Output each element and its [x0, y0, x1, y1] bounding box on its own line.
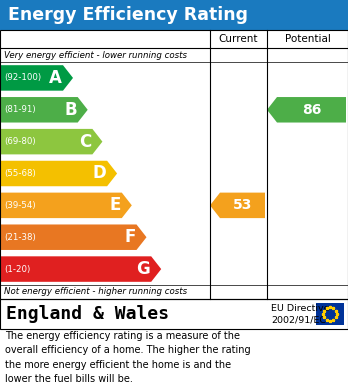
Polygon shape: [0, 65, 73, 91]
Text: F: F: [124, 228, 135, 246]
Text: Not energy efficient - higher running costs: Not energy efficient - higher running co…: [4, 287, 187, 296]
Text: (69-80): (69-80): [4, 137, 35, 146]
Text: 86: 86: [302, 103, 321, 117]
Text: England & Wales: England & Wales: [6, 305, 169, 323]
Polygon shape: [0, 224, 147, 250]
Text: E: E: [109, 196, 121, 214]
Text: B: B: [64, 101, 77, 119]
Bar: [316, 303, 344, 325]
Polygon shape: [0, 161, 117, 186]
Text: (92-100): (92-100): [4, 74, 41, 83]
Text: (81-91): (81-91): [4, 105, 35, 114]
Text: A: A: [49, 69, 62, 87]
Text: G: G: [136, 260, 150, 278]
Polygon shape: [0, 97, 88, 122]
Text: Potential: Potential: [285, 34, 331, 44]
Polygon shape: [0, 256, 161, 282]
Text: (21-38): (21-38): [4, 233, 36, 242]
Text: D: D: [92, 165, 106, 183]
Text: The energy efficiency rating is a measure of the
overall efficiency of a home. T: The energy efficiency rating is a measur…: [5, 331, 251, 384]
Polygon shape: [210, 193, 265, 218]
Text: EU Directive
2002/91/EC: EU Directive 2002/91/EC: [271, 303, 330, 325]
Text: Very energy efficient - lower running costs: Very energy efficient - lower running co…: [4, 50, 187, 59]
Text: (55-68): (55-68): [4, 169, 36, 178]
Bar: [0, 0, 348, 30]
Text: C: C: [79, 133, 92, 151]
Polygon shape: [267, 97, 346, 122]
Text: (1-20): (1-20): [4, 265, 30, 274]
Polygon shape: [0, 129, 102, 154]
Text: Current: Current: [219, 34, 258, 44]
Text: (39-54): (39-54): [4, 201, 35, 210]
Bar: [0, 299, 348, 329]
Polygon shape: [0, 193, 132, 218]
Text: Energy Efficiency Rating: Energy Efficiency Rating: [8, 6, 248, 24]
Bar: [0, 30, 348, 299]
Text: 53: 53: [233, 198, 252, 212]
